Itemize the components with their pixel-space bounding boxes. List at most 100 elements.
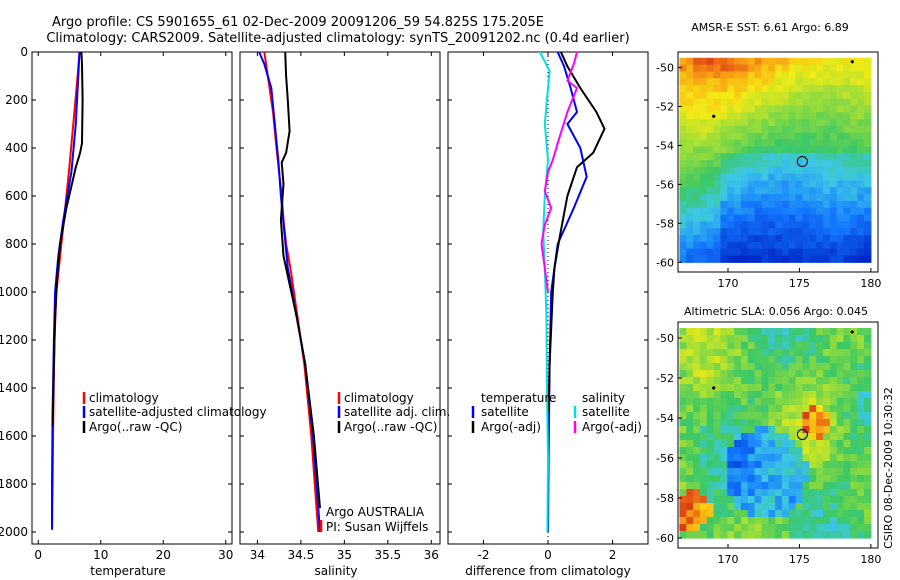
map-cell: [768, 454, 776, 462]
map-cell: [802, 132, 810, 141]
map-cell: [816, 419, 824, 427]
map-cell: [713, 214, 722, 222]
map-cell: [775, 482, 783, 490]
map-cell: [829, 187, 838, 195]
map-cell: [829, 64, 838, 73]
map-cell: [843, 207, 851, 216]
map-cell: [713, 160, 722, 168]
map-cell: [809, 221, 817, 229]
map-cell: [843, 391, 851, 399]
map-cell: [686, 241, 694, 250]
map-cell: [795, 384, 804, 392]
map-cell: [816, 412, 824, 420]
legend-label-climatology: climatology: [89, 391, 159, 405]
map-cell: [747, 398, 756, 406]
map-cell: [747, 426, 756, 434]
map-cell: [699, 194, 708, 202]
map-cell: [802, 187, 810, 195]
map-cell: [843, 78, 851, 86]
map-cell: [809, 241, 817, 250]
map-cell: [693, 412, 701, 420]
map-cell: [768, 391, 776, 399]
map-cell: [740, 461, 749, 469]
map-cell: [754, 517, 763, 525]
map-cell: [816, 71, 824, 79]
map-cell: [788, 412, 797, 420]
map-cell: [734, 524, 742, 532]
series-salinity-satellite: [539, 51, 551, 533]
map-cell: [699, 426, 708, 434]
map-cell: [781, 468, 790, 476]
map-cell: [775, 241, 783, 250]
map-cell: [864, 57, 872, 66]
map-cell: [727, 85, 735, 93]
legend-title-temperature: temperature: [481, 391, 556, 405]
map-cell: [864, 377, 872, 385]
map-cell: [727, 349, 735, 357]
map-cell: [727, 419, 735, 427]
map-cell: [857, 125, 865, 134]
map-cell: [679, 419, 687, 427]
map-cell: [823, 173, 831, 182]
map-cell: [823, 370, 831, 378]
map-cell: [836, 447, 845, 455]
map-cell: [699, 132, 708, 141]
map-cell: [857, 398, 865, 406]
map-cell: [816, 461, 824, 469]
map-cell: [843, 419, 851, 427]
map-cell: [693, 105, 701, 113]
map-cell: [734, 241, 742, 250]
map-cell: [857, 440, 865, 448]
map-cell: [788, 370, 797, 378]
map-cell: [775, 105, 783, 113]
map-cell: [816, 503, 824, 511]
map-cell: [816, 510, 824, 518]
map-cell: [693, 517, 701, 525]
map-cell: [734, 447, 742, 455]
map-cell: [761, 419, 769, 427]
map-cell: [823, 510, 831, 518]
map-cell: [809, 328, 817, 336]
map-cell: [720, 139, 728, 148]
map-cell: [693, 64, 701, 73]
map-cell: [747, 370, 756, 378]
map-cell: [720, 57, 728, 66]
map-cell: [816, 98, 824, 107]
map-cell: [795, 517, 804, 525]
map-cell: [699, 531, 708, 539]
map-cell: [706, 363, 715, 371]
map-cell: [713, 377, 722, 385]
map-cell: [864, 160, 872, 168]
map-cell: [679, 207, 687, 216]
map-cell: [740, 524, 749, 532]
map-cell: [768, 78, 776, 86]
map-cell: [802, 412, 810, 420]
map-cell: [823, 85, 831, 93]
map-cell: [857, 426, 865, 434]
map-cell: [816, 482, 824, 490]
map-cell: [761, 78, 769, 86]
map-cell: [775, 454, 783, 462]
map-cell: [747, 221, 756, 229]
map-cell: [686, 132, 694, 141]
argo-position-marker: [796, 429, 808, 440]
map-cell: [850, 412, 858, 420]
map-cell: [864, 391, 872, 399]
map-cell: [734, 91, 742, 100]
map-cell: [850, 433, 858, 441]
map-cell: [836, 391, 845, 399]
map-cell: [829, 105, 838, 113]
map-cell: [740, 132, 749, 141]
map-cell: [761, 377, 769, 385]
map-cell: [713, 475, 722, 483]
map-cell: [761, 461, 769, 469]
map-cell: [768, 419, 776, 427]
map-cell: [809, 85, 817, 93]
map-cell: [747, 187, 756, 195]
map-cell: [795, 531, 804, 539]
map-cell: [768, 405, 776, 413]
map-cell: [809, 125, 817, 134]
map-cell: [740, 173, 749, 182]
map-cell: [823, 146, 831, 154]
map-cell: [699, 489, 708, 497]
